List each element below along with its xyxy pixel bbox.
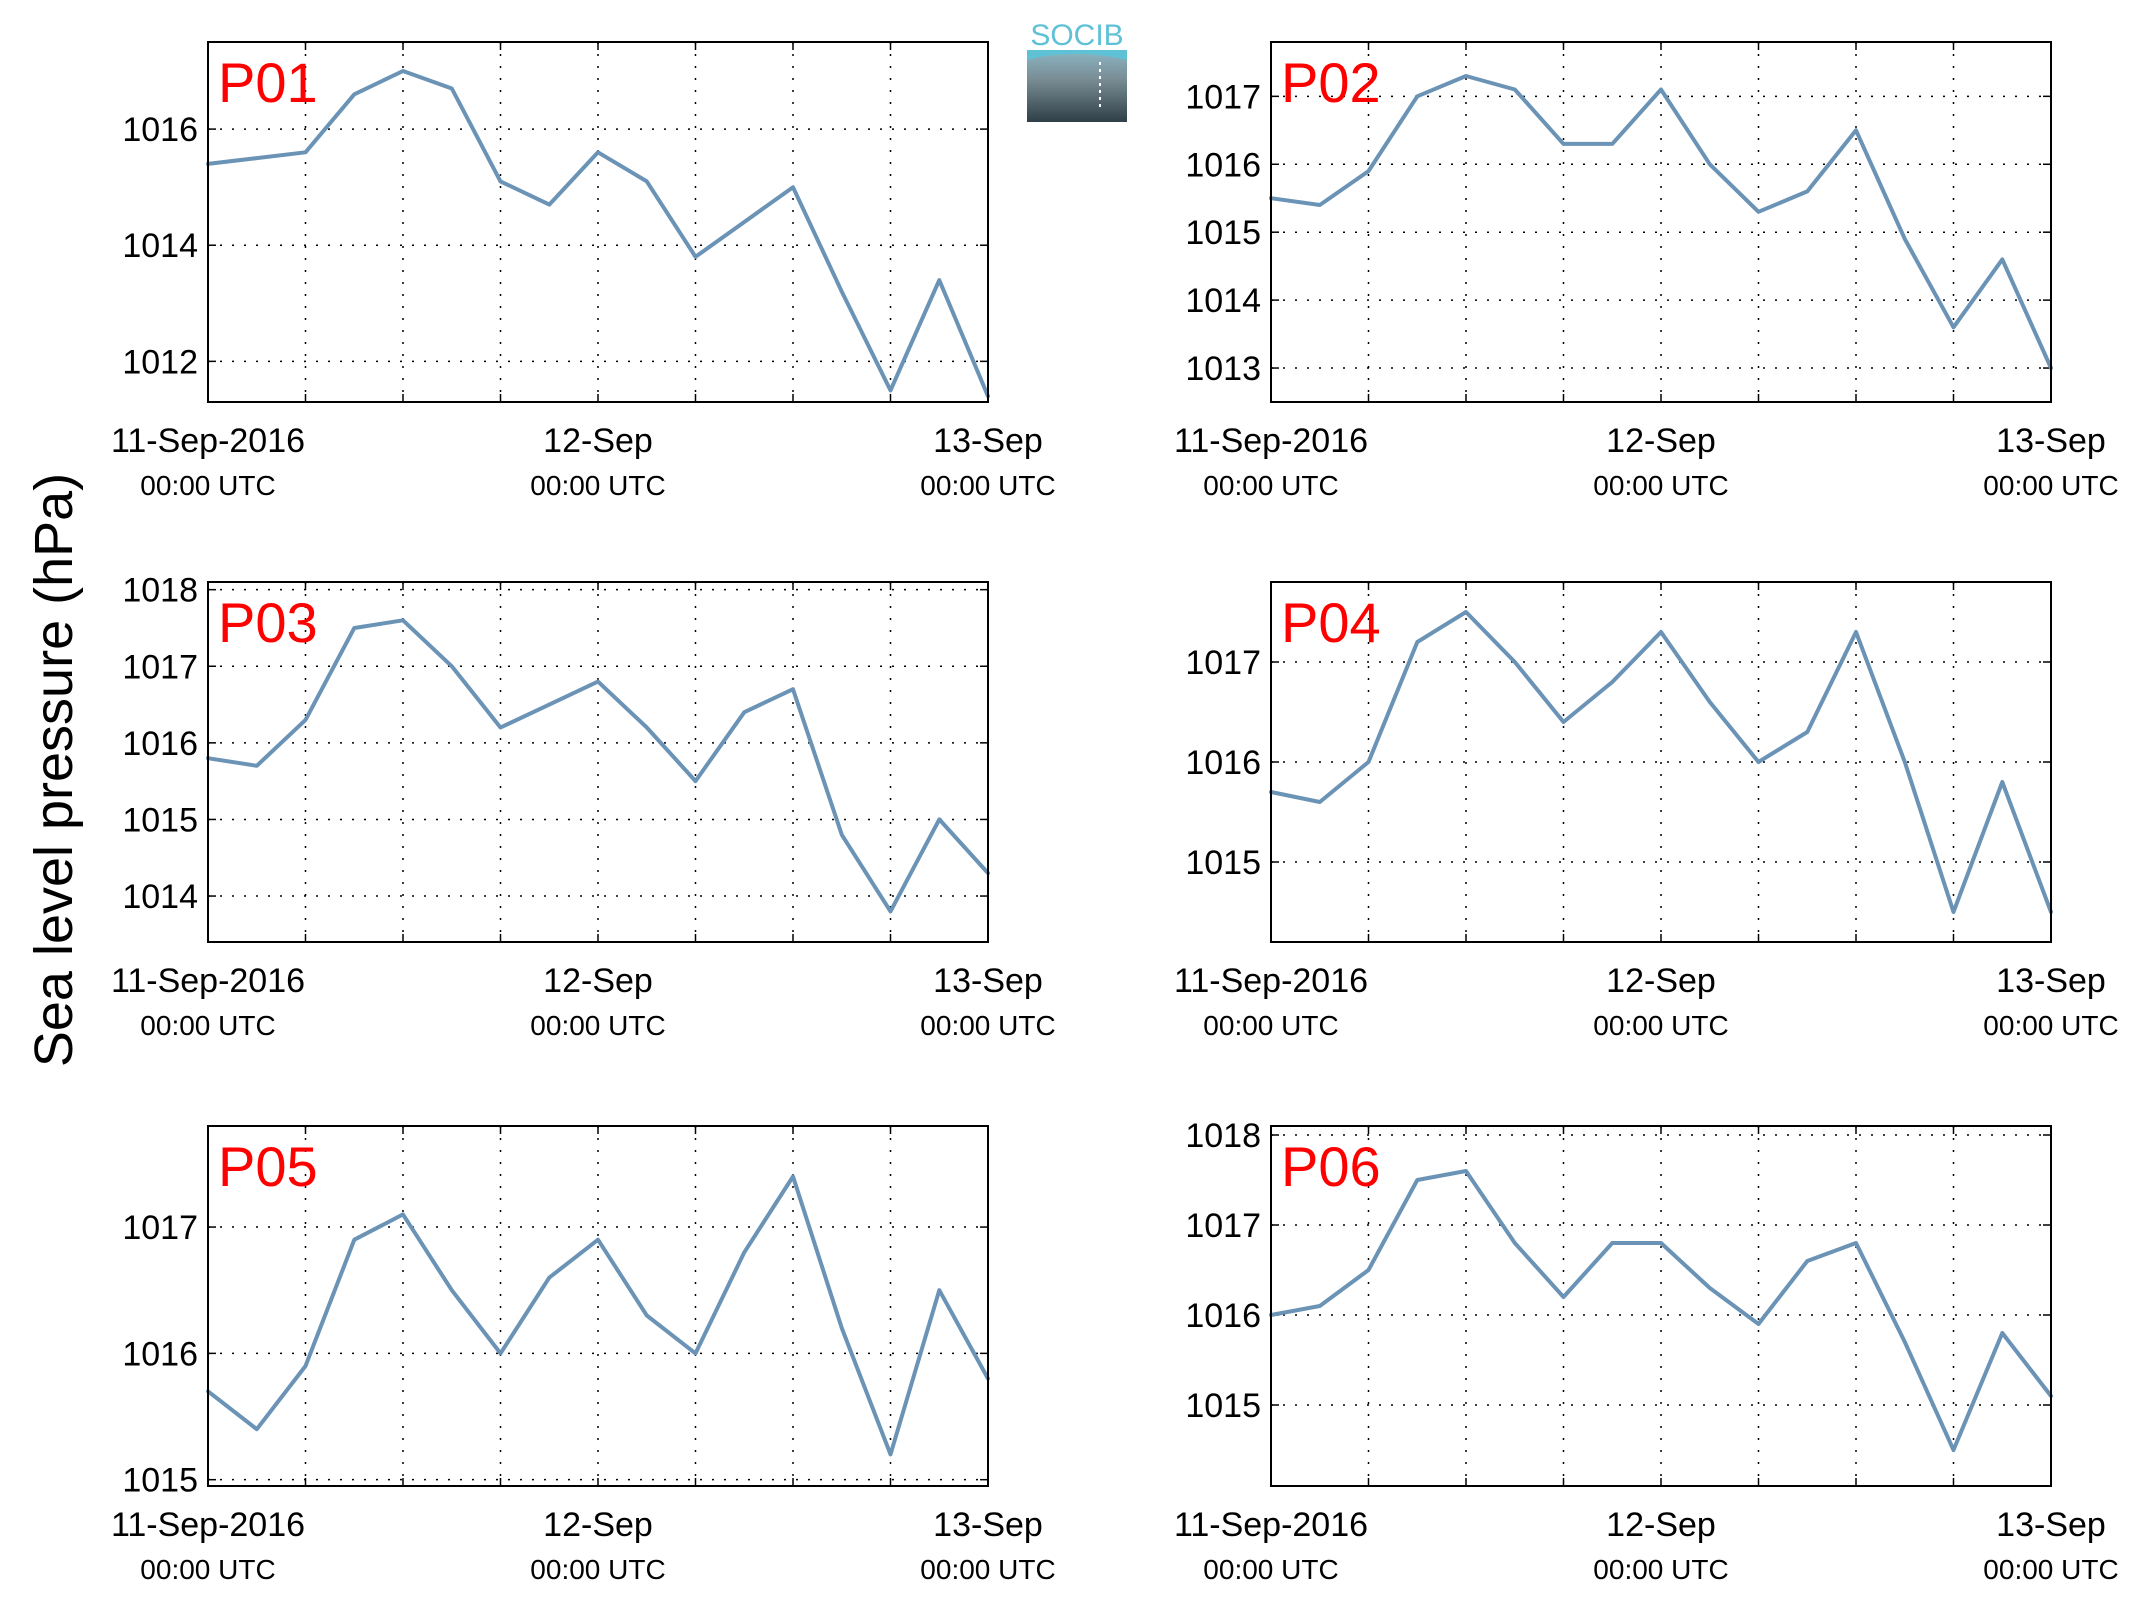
y-tick-label: 1018 bbox=[1185, 1117, 1261, 1155]
y-tick-label: 1015 bbox=[122, 1462, 198, 1500]
y-tick-label: 1017 bbox=[1185, 1207, 1261, 1245]
y-tick-label: 1015 bbox=[1185, 1387, 1261, 1425]
x-tick-label: 13-Sep bbox=[933, 422, 1043, 460]
x-tick-label: 11-Sep-2016 bbox=[111, 962, 305, 1000]
y-tick-label: 1015 bbox=[1185, 844, 1261, 882]
y-tick-label: 1014 bbox=[122, 878, 198, 916]
x-tick-sublabel: 00:00 UTC bbox=[920, 1010, 1055, 1041]
y-tick-label: 1015 bbox=[122, 801, 198, 839]
x-tick-label: 12-Sep bbox=[543, 962, 653, 1000]
axes-frame bbox=[1270, 1125, 2052, 1487]
x-tick-label: 11-Sep-2016 bbox=[1174, 1506, 1368, 1544]
socib-logo: SOCIB bbox=[1027, 19, 1127, 122]
y-tick-label: 1016 bbox=[122, 111, 198, 149]
x-tick-label: 11-Sep-2016 bbox=[1174, 422, 1368, 460]
x-tick-label: 11-Sep-2016 bbox=[1174, 962, 1368, 1000]
x-tick-sublabel: 00:00 UTC bbox=[920, 1554, 1055, 1585]
y-tick-label: 1014 bbox=[1185, 282, 1261, 320]
y-tick-label: 1016 bbox=[1185, 1297, 1261, 1335]
panel-p05: 1015 1016 1017 P05 11-Sep-2016 00:00 UTC 12-Se… bbox=[111, 1125, 1056, 1585]
x-tick-label: 11-Sep-2016 bbox=[111, 1506, 305, 1544]
panel-p04: 1015 1016 1017 P04 11-Sep-2016 00:00 UTC 12-Se… bbox=[1174, 581, 2119, 1041]
axes-frame bbox=[207, 1125, 989, 1487]
x-tick-label: 12-Sep bbox=[543, 422, 653, 460]
panel-p06: 1015 1016 1017 1018 P06 11-Sep-2016 00:00 UTC 1… bbox=[1174, 1117, 2119, 1585]
y-tick-label: 1017 bbox=[122, 648, 198, 686]
x-tick-sublabel: 00:00 UTC bbox=[1983, 1554, 2118, 1585]
x-tick-label: 13-Sep bbox=[933, 1506, 1043, 1544]
x-tick-sublabel: 00:00 UTC bbox=[140, 470, 275, 501]
x-tick-sublabel: 00:00 UTC bbox=[1203, 470, 1338, 501]
y-tick-label: 1016 bbox=[1185, 744, 1261, 782]
axes-frame bbox=[207, 581, 989, 943]
panel-label: P02 bbox=[1281, 51, 1381, 114]
y-tick-label: 1016 bbox=[122, 1335, 198, 1373]
x-tick-sublabel: 00:00 UTC bbox=[1593, 470, 1728, 501]
x-tick-sublabel: 00:00 UTC bbox=[1203, 1554, 1338, 1585]
panel-label: P06 bbox=[1281, 1135, 1381, 1198]
x-tick-sublabel: 00:00 UTC bbox=[1593, 1010, 1728, 1041]
y-tick-label: 1015 bbox=[1185, 214, 1261, 252]
y-tick-label: 1012 bbox=[122, 343, 198, 381]
x-tick-sublabel: 00:00 UTC bbox=[1983, 1010, 2118, 1041]
y-tick-label: 1017 bbox=[122, 1209, 198, 1247]
axes-frame bbox=[1270, 581, 2052, 943]
y-tick-label: 1014 bbox=[122, 227, 198, 265]
y-tick-label: 1016 bbox=[1185, 146, 1261, 184]
panel-label: P04 bbox=[1281, 591, 1381, 654]
x-tick-label: 13-Sep bbox=[1996, 422, 2106, 460]
y-tick-label: 1018 bbox=[122, 572, 198, 610]
panel-label: P03 bbox=[218, 591, 318, 654]
x-tick-label: 11-Sep-2016 bbox=[111, 422, 305, 460]
x-tick-sublabel: 00:00 UTC bbox=[140, 1010, 275, 1041]
x-tick-sublabel: 00:00 UTC bbox=[1983, 470, 2118, 501]
y-tick-label: 1017 bbox=[1185, 644, 1261, 682]
y-tick-label: 1013 bbox=[1185, 350, 1261, 388]
y-axis-label: Sea level pressure (hPa) bbox=[24, 473, 84, 1067]
x-tick-label: 13-Sep bbox=[933, 962, 1043, 1000]
logo-text: SOCIB bbox=[1030, 19, 1123, 52]
x-tick-sublabel: 00:00 UTC bbox=[140, 1554, 275, 1585]
x-tick-sublabel: 00:00 UTC bbox=[1593, 1554, 1728, 1585]
panel-p03: 1014 1015 1016 1017 1018 P03 11-Sep-2016 00:00 … bbox=[111, 572, 1056, 1041]
x-tick-label: 12-Sep bbox=[1606, 962, 1716, 1000]
y-tick-label: 1016 bbox=[122, 725, 198, 763]
x-tick-sublabel: 00:00 UTC bbox=[530, 1010, 665, 1041]
x-tick-sublabel: 00:00 UTC bbox=[530, 1554, 665, 1585]
x-tick-sublabel: 00:00 UTC bbox=[530, 470, 665, 501]
axes-frame bbox=[1270, 41, 2052, 403]
panel-p02: 1013 1014 1015 1016 1017 P02 11-Sep-2016 00:00 … bbox=[1174, 41, 2119, 501]
x-tick-sublabel: 00:00 UTC bbox=[920, 470, 1055, 501]
x-tick-label: 12-Sep bbox=[1606, 422, 1716, 460]
x-tick-label: 12-Sep bbox=[543, 1506, 653, 1544]
x-tick-label: 12-Sep bbox=[1606, 1506, 1716, 1544]
x-tick-label: 13-Sep bbox=[1996, 1506, 2106, 1544]
axes-frame bbox=[207, 41, 989, 403]
panel-label: P01 bbox=[218, 51, 318, 114]
panel-label: P05 bbox=[218, 1135, 318, 1198]
y-tick-label: 1017 bbox=[1185, 78, 1261, 116]
panel-p01: 1012 1014 1016 P01 11-Sep-2016 00:00 UTC 12-Se… bbox=[111, 41, 1056, 501]
x-tick-sublabel: 00:00 UTC bbox=[1203, 1010, 1338, 1041]
x-tick-label: 13-Sep bbox=[1996, 962, 2106, 1000]
